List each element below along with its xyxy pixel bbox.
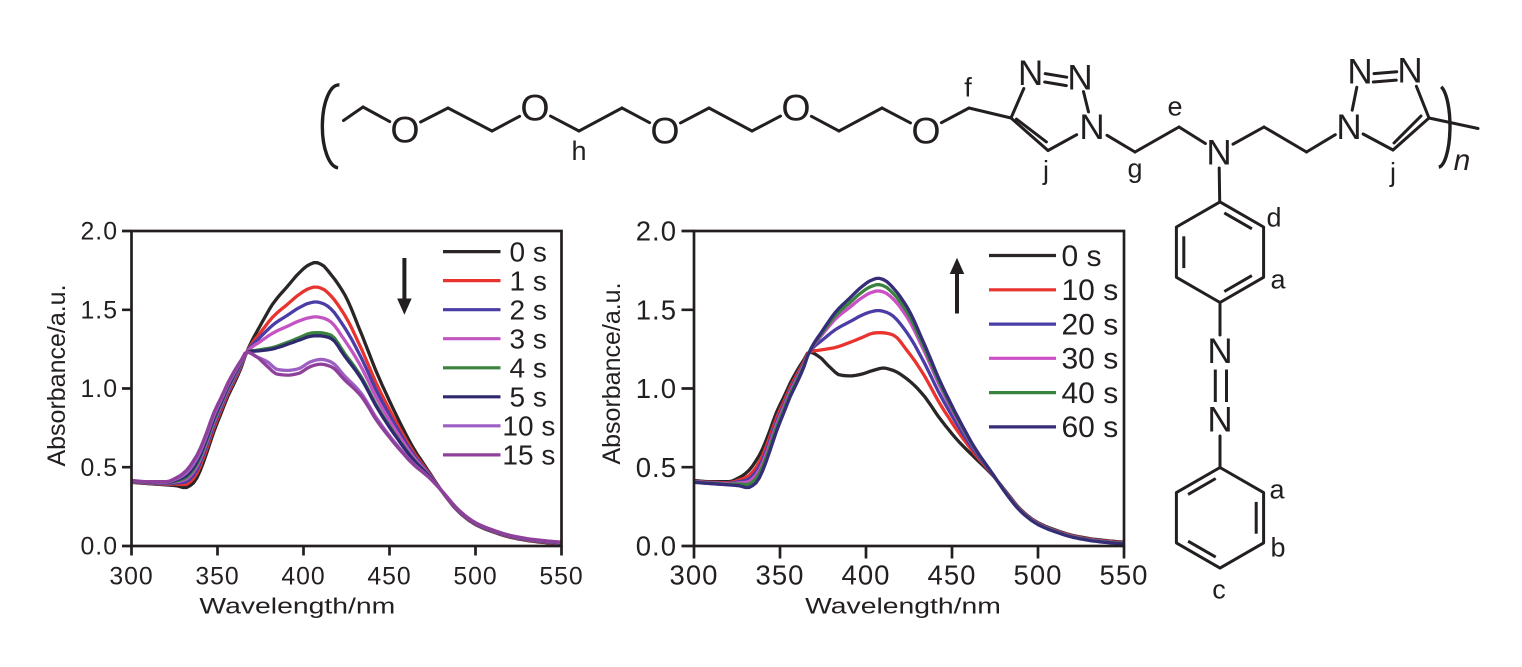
svg-text:e: e — [1167, 92, 1182, 122]
svg-text:500: 500 — [453, 564, 497, 591]
svg-text:300: 300 — [670, 560, 719, 591]
svg-text:0 s: 0 s — [510, 236, 547, 267]
svg-text:Wavelength/nm: Wavelength/nm — [805, 594, 1001, 619]
svg-text:10 s: 10 s — [502, 411, 555, 442]
svg-text:2.0: 2.0 — [81, 219, 118, 246]
svg-text:d: d — [1266, 203, 1281, 233]
svg-text:0.5: 0.5 — [636, 452, 677, 483]
svg-text:450: 450 — [928, 560, 977, 591]
svg-text:15 s: 15 s — [502, 440, 555, 471]
svg-text:20 s: 20 s — [1062, 308, 1119, 341]
svg-text:1.0: 1.0 — [81, 376, 118, 403]
svg-text:350: 350 — [195, 564, 239, 591]
svg-text:g: g — [1127, 154, 1142, 184]
svg-text:30 s: 30 s — [1062, 343, 1119, 376]
svg-text:N: N — [1397, 52, 1422, 91]
svg-text:Absorbance/a.u.: Absorbance/a.u. — [43, 284, 71, 466]
svg-text:h: h — [571, 136, 586, 166]
svg-text:N: N — [1207, 401, 1232, 440]
svg-text:N: N — [1067, 59, 1092, 98]
svg-text:c: c — [1212, 575, 1226, 605]
svg-text:N: N — [1079, 108, 1104, 147]
svg-text:400: 400 — [842, 560, 891, 591]
svg-text:O: O — [520, 87, 549, 129]
svg-text:40 s: 40 s — [1062, 377, 1119, 410]
svg-text:1 s: 1 s — [510, 265, 547, 296]
svg-text:500: 500 — [1014, 560, 1063, 591]
svg-text:O: O — [650, 110, 679, 152]
svg-text:350: 350 — [756, 560, 805, 591]
svg-text:4 s: 4 s — [510, 352, 547, 383]
svg-text:3 s: 3 s — [510, 323, 547, 354]
svg-text:j: j — [1042, 156, 1049, 186]
svg-text:10 s: 10 s — [1062, 274, 1119, 307]
svg-text:550: 550 — [539, 564, 583, 591]
svg-text:N: N — [1207, 332, 1232, 371]
svg-text:j: j — [1389, 158, 1396, 188]
svg-text:N: N — [1206, 134, 1231, 173]
svg-text:b: b — [1270, 533, 1285, 563]
svg-text:O: O — [390, 109, 419, 151]
svg-text:1.0: 1.0 — [636, 373, 677, 404]
svg-text:0.5: 0.5 — [81, 455, 118, 482]
svg-text:O: O — [911, 110, 940, 152]
svg-text:5 s: 5 s — [510, 382, 547, 413]
svg-text:1.5: 1.5 — [81, 297, 118, 324]
svg-text:1.5: 1.5 — [636, 294, 677, 325]
svg-text:N: N — [1347, 53, 1372, 92]
svg-text:N: N — [1336, 108, 1361, 147]
svg-text:550: 550 — [1100, 560, 1149, 591]
svg-text:0.0: 0.0 — [636, 531, 677, 562]
svg-text:n: n — [1454, 144, 1471, 177]
svg-text:0 s: 0 s — [1062, 240, 1102, 273]
svg-text:60 s: 60 s — [1062, 411, 1119, 444]
svg-text:2 s: 2 s — [510, 294, 547, 325]
svg-text:a: a — [1269, 475, 1285, 505]
svg-text:O: O — [781, 87, 810, 129]
svg-text:N: N — [1018, 54, 1043, 93]
svg-text:2.0: 2.0 — [636, 216, 677, 247]
svg-text:450: 450 — [367, 564, 411, 591]
svg-text:300: 300 — [109, 564, 153, 591]
svg-text:400: 400 — [281, 564, 325, 591]
svg-text:f: f — [964, 73, 972, 103]
svg-text:Wavelength/nm: Wavelength/nm — [199, 594, 395, 619]
svg-text:Absorbance/a.u.: Absorbance/a.u. — [598, 282, 626, 464]
svg-text:0.0: 0.0 — [81, 534, 118, 561]
svg-text:a: a — [1270, 265, 1286, 295]
